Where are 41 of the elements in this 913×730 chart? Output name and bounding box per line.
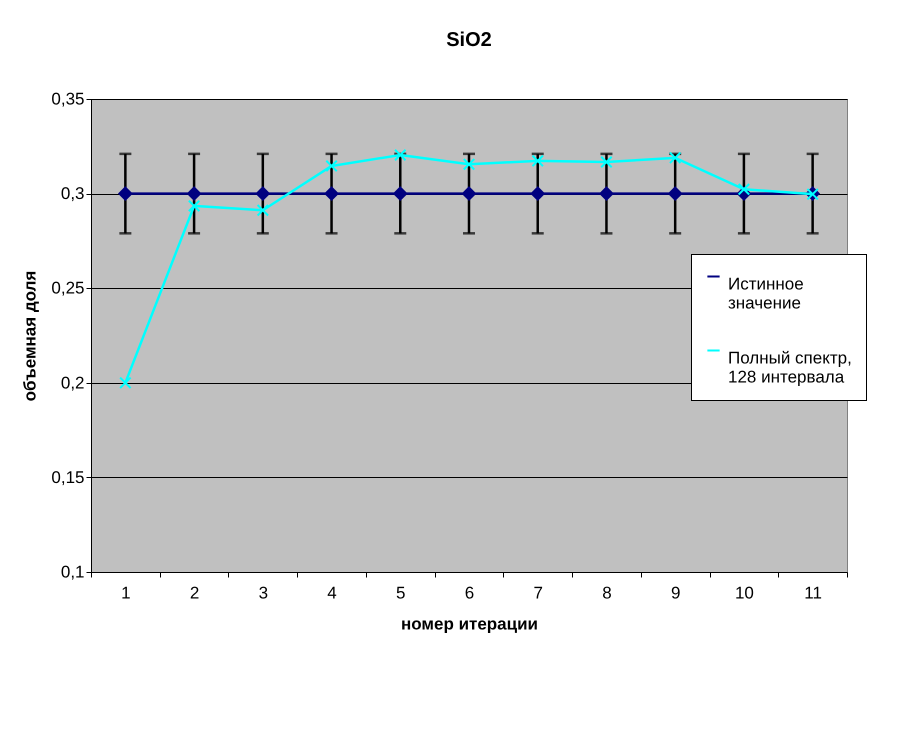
y-tick-label: 0,25 (51, 278, 84, 298)
point (668, 152, 682, 164)
y-tick-label: 0,3 (60, 184, 84, 204)
x-tick-label: 11 (804, 584, 822, 602)
x-tick-label: 3 (258, 584, 268, 602)
x-tick-label: 4 (327, 584, 337, 602)
point (324, 186, 339, 202)
point (188, 200, 200, 212)
x-tick-label: 8 (602, 584, 612, 602)
point (119, 376, 132, 390)
point (325, 160, 338, 172)
point (255, 186, 270, 202)
point (600, 156, 613, 168)
point (462, 158, 476, 171)
x-tick-label: 7 (533, 584, 543, 602)
point (392, 186, 408, 202)
chart-title: SiO2 (446, 29, 492, 51)
x-tick-label: 2 (190, 584, 200, 602)
x-axis-title: номер итерации (401, 614, 538, 634)
x-tick-label: 6 (464, 584, 474, 602)
x-tick-label: 5 (396, 584, 406, 602)
point (462, 186, 476, 202)
y-axis-title: объемная доля (20, 270, 40, 402)
point (668, 186, 683, 202)
point (186, 186, 202, 202)
x-tick-label: 10 (734, 584, 754, 602)
y-tick-label: 0,35 (51, 90, 84, 108)
point (256, 204, 270, 216)
x-tick-label: 9 (670, 584, 680, 602)
y-tick-label: 0,1 (60, 562, 84, 582)
y-tick-label: 0,15 (51, 468, 84, 487)
point (599, 186, 614, 202)
point (531, 154, 544, 168)
legend-label: Истинное значение (728, 274, 804, 312)
point (530, 186, 546, 202)
y-tick-label: 0,2 (60, 373, 84, 392)
point (394, 148, 407, 162)
legend-label: Полный спектр, 128 интервала (728, 348, 852, 386)
point (738, 183, 750, 196)
point (118, 186, 133, 202)
x-tick-label: 1 (121, 584, 131, 602)
